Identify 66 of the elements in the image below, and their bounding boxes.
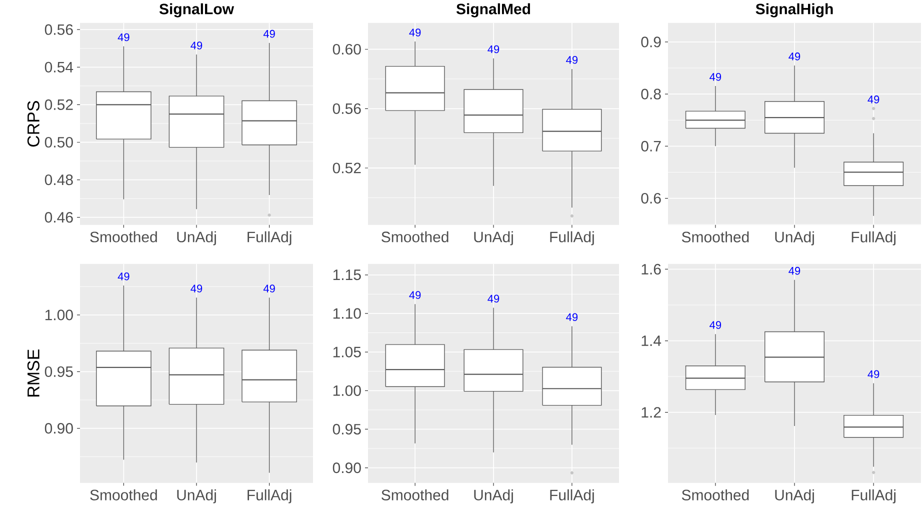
annotation: 49 (710, 73, 722, 81)
annotation: 49 (868, 96, 880, 104)
y-tick-label: 0.8 (641, 88, 661, 100)
annotation: 49 (488, 294, 500, 303)
x-tick-label: FullAdj (550, 489, 594, 504)
annotation: 49 (118, 33, 130, 42)
y-tick-label: 0.56 (332, 103, 361, 114)
y-tick-label: 0.56 (44, 24, 73, 36)
y-tick-label: 1.15 (333, 270, 361, 280)
x-tick-label: UnAdj (775, 232, 814, 246)
y-tick-label: 0.90 (332, 462, 361, 474)
annotation: 49 (263, 30, 275, 38)
y-tick-label: 1.4 (642, 336, 662, 346)
y-tick-label: 1.05 (333, 346, 361, 358)
y-tick-label: 0.48 (44, 174, 73, 186)
y-tick-label: 0.50 (44, 137, 73, 148)
x-tick-label: Smoothed (90, 231, 157, 242)
annotation: 49 (788, 52, 800, 60)
annotation: 49 (409, 28, 421, 37)
x-tick-label: FullAdj (852, 232, 896, 246)
y-tick-label: 0.52 (332, 162, 361, 174)
x-tick-label: FullAdj (248, 231, 292, 246)
x-tick-label: Smoothed (682, 490, 749, 501)
annotation: 49 (488, 45, 500, 54)
x-tick-label: UnAdj (474, 231, 513, 246)
x-tick-label: Smoothed (382, 489, 448, 501)
x-tick-label: FullAdj (550, 231, 594, 246)
chart-title: SignalHigh (756, 3, 833, 18)
y-tick-label: 1.00 (45, 310, 73, 320)
y-tick-label: 0.9 (641, 36, 661, 48)
x-tick-label: UnAdj (474, 489, 513, 504)
y-tick-label: 0.46 (44, 212, 73, 223)
annotation: 49 (190, 42, 202, 50)
annotation: 49 (118, 272, 130, 280)
y-axis-title: RMSE (27, 350, 40, 397)
x-tick-label: UnAdj (775, 490, 814, 504)
y-tick-label: 0.95 (332, 424, 361, 435)
x-tick-label: Smoothed (382, 231, 448, 242)
y-tick-label: 1.2 (642, 407, 661, 418)
x-tick-label: Smoothed (682, 232, 749, 243)
y-tick-label: 1.10 (333, 308, 361, 319)
chart-title: SignalLow (159, 3, 234, 18)
y-tick-label: 0.95 (44, 366, 73, 378)
annotation: 49 (263, 284, 275, 293)
chart-title: SignalMed (456, 3, 530, 18)
annotation: 49 (566, 313, 578, 322)
x-tick-label: FullAdj (248, 489, 292, 504)
annotation: 49 (788, 267, 800, 275)
y-tick-label: 0.52 (44, 100, 73, 110)
x-tick-label: Smoothed (90, 489, 157, 500)
y-tick-label: 0.54 (44, 62, 74, 73)
x-tick-label: FullAdj (852, 490, 896, 504)
annotation: 49 (190, 284, 202, 293)
y-tick-label: 0.90 (44, 423, 73, 434)
annotation: 49 (409, 291, 421, 300)
y-tick-label: 1.00 (333, 385, 361, 396)
y-tick-label: 0.60 (332, 44, 361, 55)
y-tick-label: 1.6 (642, 264, 661, 275)
y-tick-label: 0.6 (641, 193, 661, 204)
y-tick-label: 0.7 (641, 141, 661, 152)
y-axis-title: CRPS (27, 101, 40, 147)
x-tick-label: UnAdj (177, 489, 216, 504)
annotation: 49 (566, 56, 578, 64)
annotation: 49 (868, 370, 880, 378)
annotation: 49 (710, 321, 722, 330)
x-tick-label: UnAdj (177, 231, 216, 246)
